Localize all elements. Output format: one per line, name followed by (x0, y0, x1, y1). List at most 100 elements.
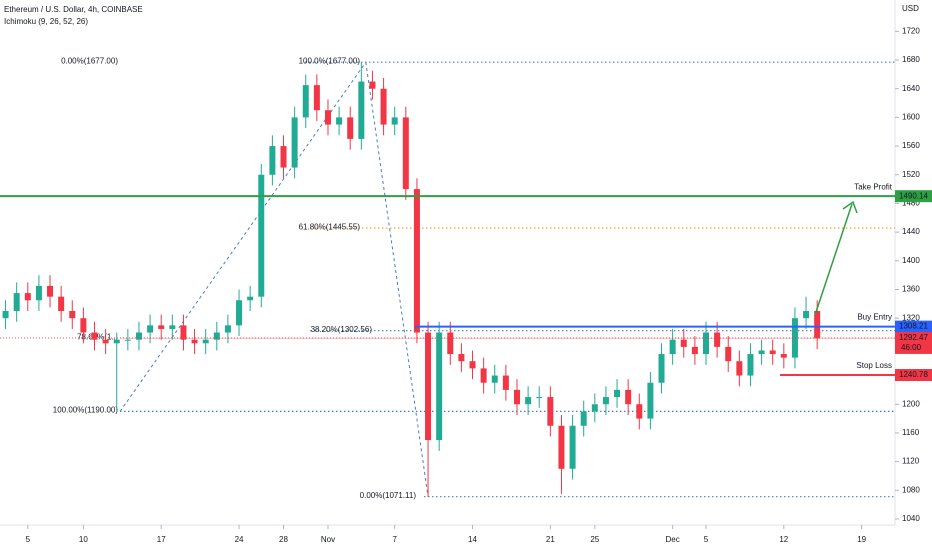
candle-body (135, 332, 142, 340)
fib-label: 100.00%(1190.00) (53, 406, 119, 415)
axis-unit: USD (902, 4, 919, 13)
x-tick-label: 21 (546, 535, 555, 544)
candle-body (280, 146, 287, 168)
candle-body (669, 339, 676, 355)
price-tag (895, 331, 932, 354)
level-name: Stop Loss (856, 361, 892, 370)
candle-body (525, 397, 532, 405)
indicator-label: Ichimoku (9, 26, 52, 26) (4, 17, 88, 26)
fib-label: 78.60%(1... (77, 332, 118, 341)
candle-body (124, 339, 131, 341)
candle-body (614, 389, 621, 398)
candle-body (147, 325, 154, 333)
candle-body (191, 339, 198, 344)
candle-body (391, 117, 398, 125)
candle-body (291, 117, 298, 168)
fib-label: 38.20%(1302.56) (311, 325, 373, 334)
candle-body (747, 354, 754, 376)
level-name: Take Profit (854, 182, 893, 191)
y-tick-label: 1600 (902, 113, 920, 122)
candle-body (35, 285, 42, 301)
candle-body (758, 350, 765, 355)
candle-body (580, 411, 587, 426)
fib-label: 100.0%(1677.00) (299, 56, 361, 65)
candle-body (491, 375, 498, 383)
y-tick-label: 1720 (902, 26, 920, 35)
y-tick-label: 1160 (902, 428, 920, 437)
fib-trend (119, 61, 367, 412)
candle-body (636, 404, 643, 419)
candle-body (647, 382, 654, 419)
arrow-shaft (814, 203, 853, 316)
candle-body (791, 318, 798, 358)
candle-body (714, 332, 721, 347)
candle-body (13, 293, 20, 312)
candle-body (625, 389, 632, 405)
x-tick-label: 5 (26, 535, 31, 544)
y-tick-label: 1440 (902, 227, 920, 236)
candle-body (458, 354, 465, 362)
candle-body (336, 117, 343, 125)
candle-body (347, 117, 354, 139)
x-tick-label: 10 (79, 535, 88, 544)
y-tick-label: 1640 (902, 84, 920, 93)
x-tick-label: 25 (590, 535, 599, 544)
price-tag-label: 1490.14 (899, 191, 928, 200)
candle-body (236, 300, 243, 326)
candle-body (480, 368, 487, 383)
candle-body (702, 332, 709, 355)
y-tick-label: 1320 (902, 313, 920, 322)
candle-body (502, 375, 509, 390)
x-tick-label: 28 (279, 535, 288, 544)
candle-body (224, 325, 231, 333)
candle-body (180, 325, 187, 340)
candle-body (547, 397, 554, 426)
candle-body (158, 325, 165, 329)
x-tick-label: 5 (704, 535, 709, 544)
candle-body (602, 397, 609, 405)
candle-body (780, 354, 787, 358)
x-tick-label: 19 (857, 535, 866, 544)
candle-body (102, 339, 109, 344)
candle-body (69, 311, 76, 319)
candle-body (80, 318, 87, 333)
x-tick-label: 14 (468, 535, 477, 544)
candle-body (803, 311, 810, 319)
candle-body (313, 85, 320, 111)
candle-body (436, 332, 443, 441)
x-tick-label: 7 (392, 535, 397, 544)
price-tag-label: 1240.78 (899, 370, 928, 379)
price-tag (895, 190, 932, 203)
y-tick-label: 1560 (902, 141, 920, 150)
candle-body (402, 117, 409, 190)
candle-body (536, 397, 543, 399)
candle-body (269, 146, 276, 175)
candle-body (324, 110, 331, 125)
candle-body (47, 285, 54, 297)
candle-body (113, 339, 120, 344)
y-tick-label: 1400 (902, 256, 920, 265)
candle-body (769, 350, 776, 355)
price-tag (895, 320, 932, 333)
candle-body (369, 81, 376, 89)
fib-label: 61.80%(1445.55) (299, 222, 361, 231)
y-tick-label: 1080 (902, 485, 920, 494)
candle-body (213, 332, 220, 340)
y-tick-label: 1040 (902, 514, 920, 523)
candle-body (736, 361, 743, 376)
chart-title: Ethereum / U.S. Dollar, 4h, COINBASE (4, 5, 143, 14)
candle-body (814, 311, 821, 339)
price-tag-label: 1292.47 (899, 333, 928, 342)
fib-label: 0.00%(1677.00) (61, 56, 118, 65)
candle-body (380, 88, 387, 125)
candle-body (358, 81, 365, 139)
candle-body (91, 332, 98, 340)
candle-body (413, 189, 420, 333)
candle-body (247, 296, 254, 301)
candle-body (680, 339, 687, 347)
x-tick-label: 24 (235, 535, 244, 544)
candle-body (558, 425, 565, 469)
price-tag (895, 368, 932, 381)
arrow (814, 200, 858, 316)
